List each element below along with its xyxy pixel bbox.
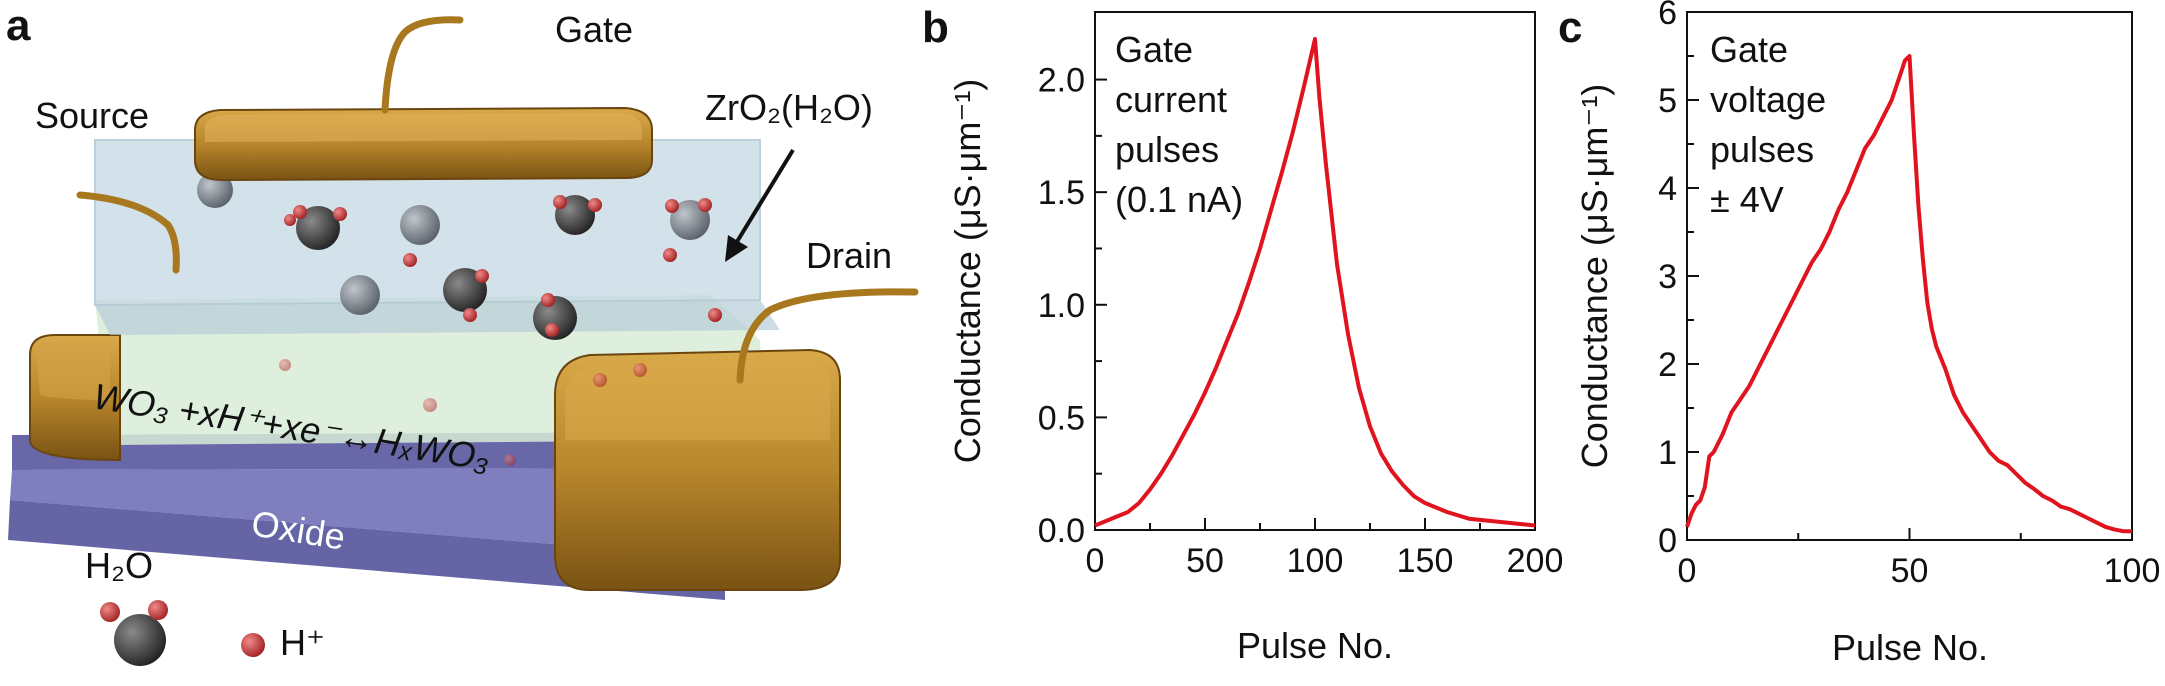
water-molecules [197, 172, 722, 466]
y-tick-label: 6 [1658, 0, 1677, 32]
legend-proton: H⁺ [241, 622, 325, 663]
chart-b-tick-labels: 0 50 100 150 200 0.0 0.5 1.0 1.5 2.0 [1038, 62, 1564, 580]
y-tick-label: 3 [1658, 258, 1677, 296]
chart-b-annotation-line-1: Gate [1115, 29, 1193, 70]
chart-c-annotation-line-2: voltage [1710, 79, 1826, 120]
x-tick-label: 50 [1186, 542, 1224, 580]
legend-water: H₂O [85, 545, 168, 666]
chart-b-ticks [1094, 78, 1536, 531]
chart-c: c 0 50 100 0 1 2 3 4 5 6 Pulse No. Conductance (μ… [1558, 0, 2160, 668]
chart-c-ticks [1686, 11, 2133, 541]
chart-c-annotation-line-4: ± 4V [1710, 179, 1784, 220]
y-tick-label: 1.5 [1038, 174, 1085, 212]
source-electrode [29, 334, 121, 462]
x-tick-label: 100 [2104, 552, 2161, 590]
source-wire [76, 191, 180, 274]
panel-letter-a: a [6, 1, 31, 50]
chart-b-annotation-line-4: (0.1 nA) [1115, 179, 1243, 220]
panel-letter-b: b [922, 3, 949, 52]
y-tick-label: 4 [1658, 170, 1677, 208]
x-tick-label: 0 [1086, 542, 1105, 580]
chart-c-annotation-line-3: pulses [1710, 129, 1814, 170]
source-label: Source [35, 95, 149, 136]
electrolyte-label: ZrO₂(H₂O) [705, 87, 873, 128]
gate-label: Gate [555, 9, 633, 50]
x-tick-label: 50 [1891, 552, 1929, 590]
gate-electrode [194, 106, 653, 182]
y-tick-label: 2.0 [1038, 62, 1085, 100]
panel-letter-c: c [1558, 3, 1582, 52]
chart-b-series-line [1094, 37, 1536, 528]
y-tick-label: 1.0 [1038, 287, 1085, 325]
drain-wire [736, 288, 919, 384]
chart-b-annotation: Gate current pulses (0.1 nA) [1115, 29, 1243, 220]
chart-b-annotation-line-2: current [1115, 79, 1227, 120]
chart-c-annotation-line-1: Gate [1710, 29, 1788, 70]
chart-c-series-line [1685, 54, 2132, 534]
x-tick-label: 100 [1287, 542, 1344, 580]
chart-c-ylabel: Conductance (μS·μm⁻¹) [1574, 84, 1615, 469]
y-tick-label: 0.0 [1038, 512, 1085, 550]
proton-legend-label: H⁺ [280, 622, 325, 663]
chart-b-ylabel: Conductance (μS·μm⁻¹) [947, 79, 988, 464]
chart-c-xlabel: Pulse No. [1832, 627, 1988, 668]
gate-wire [381, 16, 464, 114]
electrolyte-arrow [725, 148, 795, 262]
x-tick-label: 0 [1678, 552, 1697, 590]
y-tick-label: 0.5 [1038, 399, 1085, 437]
chart-c-annotation: Gate voltage pulses ± 4V [1710, 29, 1826, 220]
chart-b-xlabel: Pulse No. [1237, 625, 1393, 666]
chart-b-annotation-line-3: pulses [1115, 129, 1219, 170]
y-tick-label: 0 [1658, 522, 1677, 560]
x-tick-label: 150 [1397, 542, 1454, 580]
chart-c-tick-labels: 0 50 100 0 1 2 3 4 5 6 [1658, 0, 2160, 590]
panel-a: a [6, 1, 919, 666]
y-tick-label: 1 [1658, 434, 1677, 472]
drain-label: Drain [806, 235, 892, 276]
x-tick-label: 200 [1507, 542, 1564, 580]
y-tick-label: 2 [1658, 346, 1677, 384]
drain-electrode [554, 348, 841, 591]
y-tick-label: 5 [1658, 82, 1677, 120]
wires [76, 16, 919, 384]
water-legend-label: H₂O [85, 545, 153, 586]
